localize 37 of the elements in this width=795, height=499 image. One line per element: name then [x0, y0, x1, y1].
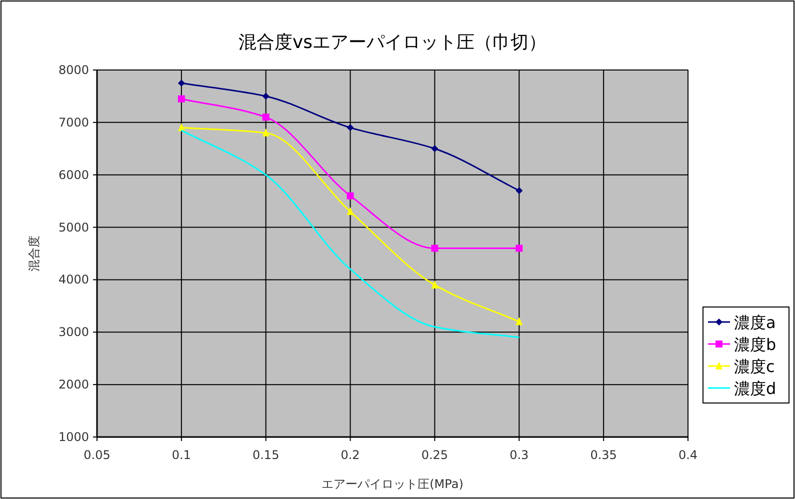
x-tick-label: 0.4 [678, 448, 698, 462]
x-tick-label: 0.25 [421, 448, 448, 462]
point [178, 80, 185, 87]
x-axis-title: エアーパイロット圧(MPa) [322, 477, 464, 491]
point [516, 244, 523, 252]
legend-label: 濃度a [734, 313, 776, 332]
y-tick-label: 7000 [58, 115, 89, 130]
point [262, 128, 270, 136]
y-tick-label: 2000 [58, 378, 89, 392]
point [346, 192, 354, 200]
y-tick-label: 8000 [58, 63, 89, 77]
x-tick-label: 0.05 [84, 448, 110, 462]
point [346, 124, 354, 132]
y-axis-title: 混合度 [27, 236, 41, 272]
point [516, 317, 523, 326]
point [431, 244, 438, 252]
y-tick-label: 1000 [58, 430, 89, 444]
y-tick-label: 6000 [58, 168, 89, 182]
point [178, 95, 185, 102]
x-tick-label: 0.15 [252, 448, 280, 462]
point [262, 114, 270, 121]
x-tick-label: 0.3 [510, 448, 529, 462]
x-tick-label: 0.2 [340, 448, 360, 462]
point [346, 207, 354, 216]
legend-label: 濃度d [734, 379, 776, 398]
y-tick-label: 4000 [58, 272, 89, 287]
x-tick-label: 0.1 [172, 448, 191, 462]
point [431, 280, 438, 288]
chart-title: 混合度vsエアーパイロット圧（巾切） [238, 32, 547, 53]
point [262, 92, 270, 100]
y-tick-label: 5000 [58, 220, 89, 234]
point [516, 187, 523, 194]
point [431, 145, 438, 152]
x-tick-label: 0.35 [590, 448, 617, 462]
legend-label: 濃度c [734, 357, 775, 376]
y-tick-label: 3000 [58, 325, 89, 340]
legend-label: 濃度b [734, 335, 776, 354]
